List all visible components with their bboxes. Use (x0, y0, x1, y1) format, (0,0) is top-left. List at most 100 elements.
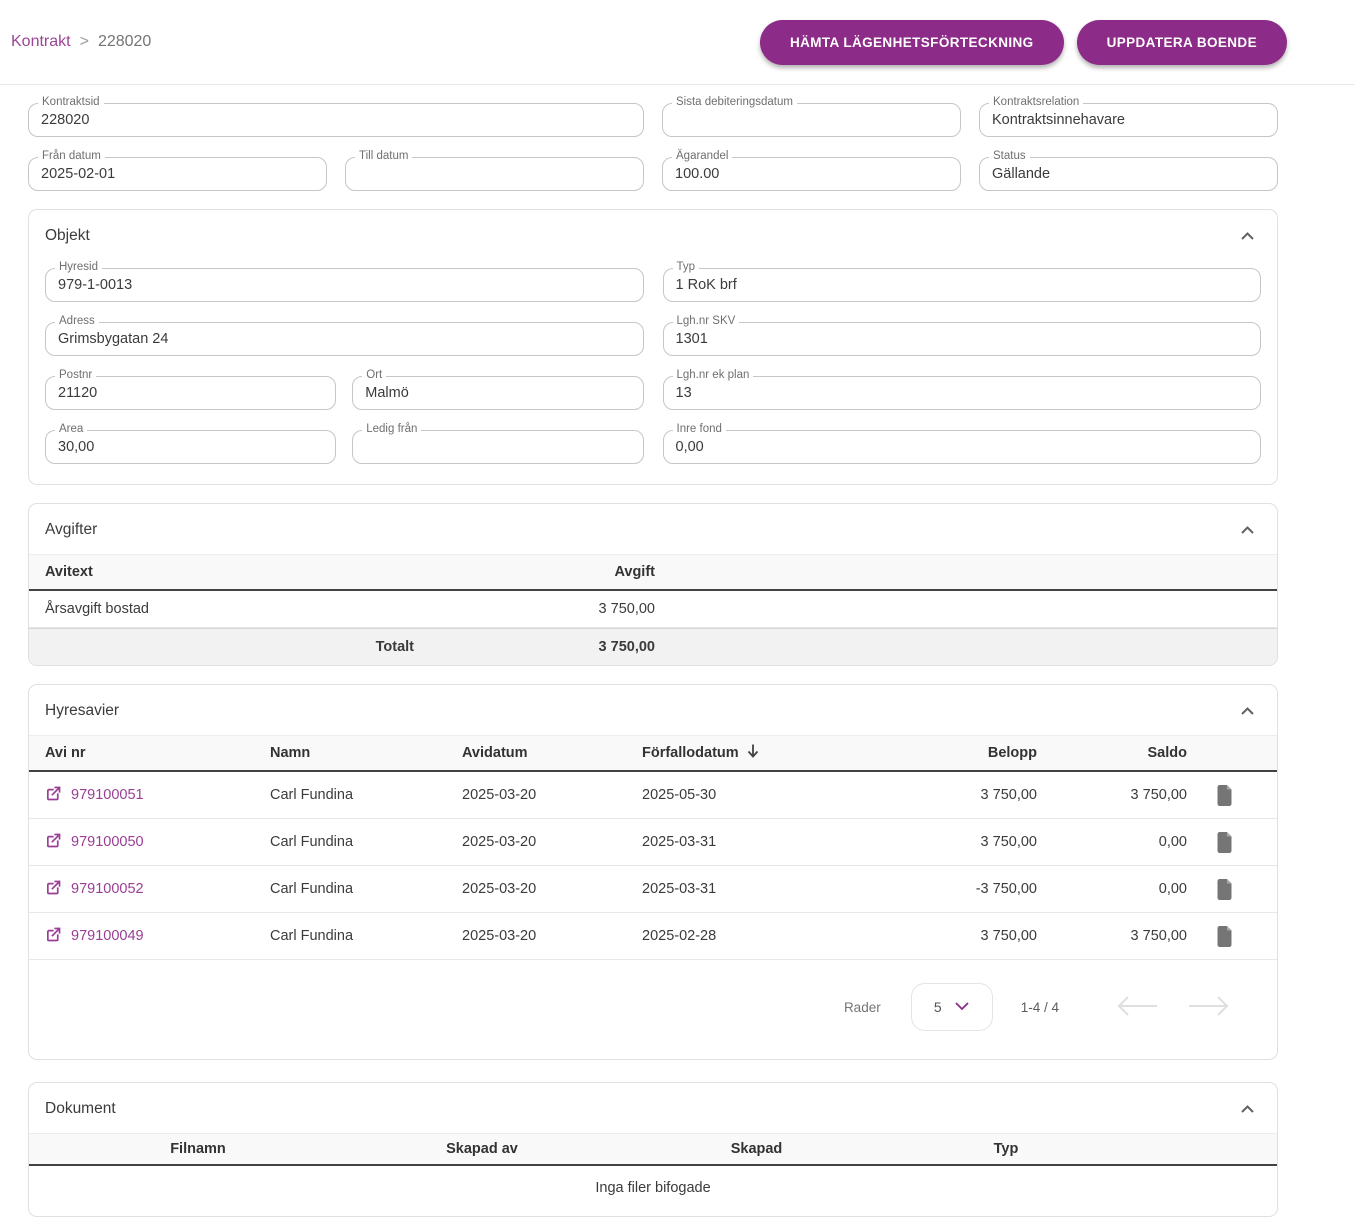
next-page-button[interactable] (1173, 995, 1245, 1020)
lghnr-skv-field[interactable]: Lgh.nr SKV 1301 (662, 315, 1261, 356)
external-link-icon[interactable] (45, 785, 62, 806)
no-files-message: Inga filer bifogade (595, 1180, 711, 1196)
avgifter-table-row: Årsavgift bostad 3 750,00 (29, 591, 1277, 628)
hyresavier-table-header: Avi nr Namn Avidatum Förfallodatum Belop… (29, 735, 1277, 772)
area-field[interactable]: Area 30,00 (45, 423, 337, 464)
forfallodatum-cell: 2025-02-28 (642, 928, 717, 944)
avi-nr-cell: 979100051 (45, 785, 270, 806)
sista-debiteringsdatum-field[interactable]: Sista debiteringsdatum (662, 96, 961, 137)
lghnr-skv-value: 1301 (675, 331, 708, 347)
breadcrumb-link-kontrakt[interactable]: Kontrakt (11, 33, 71, 50)
kontraktsid-value: 228020 (41, 112, 90, 128)
hyresid-label: Hyresid (55, 261, 102, 274)
namn-cell: Carl Fundina (270, 881, 354, 897)
typ-label: Typ (672, 261, 700, 274)
avidatum-cell: 2025-03-20 (462, 928, 537, 944)
table-row: 979100049 Carl Fundina 2025-03-20 2025-0… (29, 913, 1277, 960)
avidatum-cell: 2025-03-20 (462, 787, 537, 803)
area-label: Area (55, 423, 88, 436)
objekt-title: Objekt (45, 227, 90, 244)
agarandel-field[interactable]: Ägarandel 100.00 (662, 150, 961, 191)
avitext-cell: Årsavgift bostad (45, 601, 149, 617)
ort-value: Malmö (365, 385, 409, 401)
contract-fields-section: Kontraktsid 228020 Sista debiteringsdatu… (28, 96, 1278, 191)
status-label: Status (989, 150, 1030, 163)
postnr-value: 21120 (58, 385, 98, 401)
sista-debiteringsdatum-label: Sista debiteringsdatum (672, 96, 797, 109)
kontraktsid-field[interactable]: Kontraktsid 228020 (28, 96, 644, 137)
ledig-fran-field[interactable]: Ledig från (352, 423, 644, 464)
column-saldo[interactable]: Saldo (1147, 745, 1187, 761)
objekt-collapse-button[interactable] (1233, 224, 1261, 248)
hyresid-field[interactable]: Hyresid 979-1-0013 (45, 261, 644, 302)
avgifter-total-row: Totalt 3 750,00 (29, 628, 1277, 665)
avgifter-collapse-button[interactable] (1233, 518, 1261, 542)
adress-label: Adress (55, 315, 99, 328)
namn-cell: Carl Fundina (270, 787, 354, 803)
chevron-up-icon (1240, 229, 1255, 244)
document-file-icon[interactable] (1187, 877, 1261, 902)
avi-nr-link[interactable]: 979100051 (71, 787, 144, 803)
avi-nr-link[interactable]: 979100052 (71, 881, 144, 897)
kontraktsrelation-value: Kontraktsinnehavare (992, 112, 1125, 128)
namn-cell: Carl Fundina (270, 834, 354, 850)
column-forfallodatum[interactable]: Förfallodatum (642, 743, 867, 763)
inre-fond-label: Inre fond (672, 423, 726, 436)
sort-desc-icon (746, 743, 760, 763)
belopp-cell: 3 750,00 (980, 834, 1037, 850)
external-link-icon[interactable] (45, 926, 62, 947)
external-link-icon[interactable] (45, 879, 62, 900)
forfallodatum-cell: 2025-05-30 (642, 787, 717, 803)
postnr-field[interactable]: Postnr 21120 (45, 369, 337, 410)
fetch-apartment-list-button[interactable]: HÄMTA LÄGENHETSFÖRTECKNING (759, 19, 1064, 65)
column-typ: Typ (993, 1141, 1019, 1157)
external-link-icon[interactable] (45, 832, 62, 853)
adress-value: Grimsbygatan 24 (58, 331, 169, 347)
column-avidatum[interactable]: Avidatum (462, 745, 528, 761)
postnr-ort-row: Postnr 21120 Ort Malmö (45, 369, 644, 410)
column-belopp[interactable]: Belopp (987, 745, 1037, 761)
document-file-icon[interactable] (1187, 924, 1261, 949)
chevron-up-icon (1240, 1102, 1255, 1117)
dokument-collapse-button[interactable] (1233, 1097, 1261, 1121)
hyresavier-collapse-button[interactable] (1233, 699, 1261, 723)
agarandel-value: 100.00 (675, 166, 720, 182)
document-file-icon[interactable] (1187, 783, 1261, 808)
avi-nr-link[interactable]: 979100050 (71, 834, 144, 850)
breadcrumb-separator: > (79, 33, 89, 50)
avi-nr-cell: 979100049 (45, 926, 270, 947)
hyresavier-title: Hyresavier (45, 702, 120, 719)
update-resident-button[interactable]: UPPDATERA BOENDE (1076, 19, 1287, 65)
till-datum-field[interactable]: Till datum (345, 150, 644, 191)
status-value: Gällande (992, 166, 1051, 182)
hyresavier-card-header: Hyresavier (29, 685, 1277, 735)
table-row: 979100052 Carl Fundina 2025-03-20 2025-0… (29, 866, 1277, 913)
saldo-cell: 3 750,00 (1130, 787, 1187, 803)
column-namn[interactable]: Namn (270, 745, 311, 761)
ort-field[interactable]: Ort Malmö (352, 369, 644, 410)
objekt-fields: Hyresid 979-1-0013 Typ 1 RoK brf Adress … (29, 260, 1277, 484)
belopp-cell: 3 750,00 (980, 928, 1037, 944)
rows-per-page-select[interactable]: 5 (910, 983, 993, 1031)
fran-datum-field[interactable]: Från datum 2025-02-01 (28, 150, 327, 191)
arrow-right-icon (1187, 995, 1231, 1020)
belopp-cell: -3 750,00 (975, 881, 1037, 897)
avi-nr-cell: 979100050 (45, 832, 270, 853)
kontraktsid-label: Kontraktsid (38, 96, 104, 109)
kontraktsrelation-field[interactable]: Kontraktsrelation Kontraktsinnehavare (979, 96, 1278, 137)
dokument-card-header: Dokument (29, 1083, 1277, 1133)
chevron-down-icon (954, 999, 970, 1015)
avi-nr-link[interactable]: 979100049 (71, 928, 144, 944)
typ-field[interactable]: Typ 1 RoK brf (662, 261, 1261, 302)
previous-page-button[interactable] (1101, 995, 1173, 1020)
avidatum-cell: 2025-03-20 (462, 834, 537, 850)
adress-field[interactable]: Adress Grimsbygatan 24 (45, 315, 644, 356)
column-avi-nr[interactable]: Avi nr (45, 745, 86, 761)
document-file-icon[interactable] (1187, 830, 1261, 855)
avidatum-cell: 2025-03-20 (462, 881, 537, 897)
total-value: 3 750,00 (598, 639, 655, 655)
inre-fond-field[interactable]: Inre fond 0,00 (662, 423, 1261, 464)
saldo-cell: 0,00 (1158, 834, 1187, 850)
lghnr-ek-plan-field[interactable]: Lgh.nr ek plan 13 (662, 369, 1261, 410)
status-field[interactable]: Status Gällande (979, 150, 1278, 191)
